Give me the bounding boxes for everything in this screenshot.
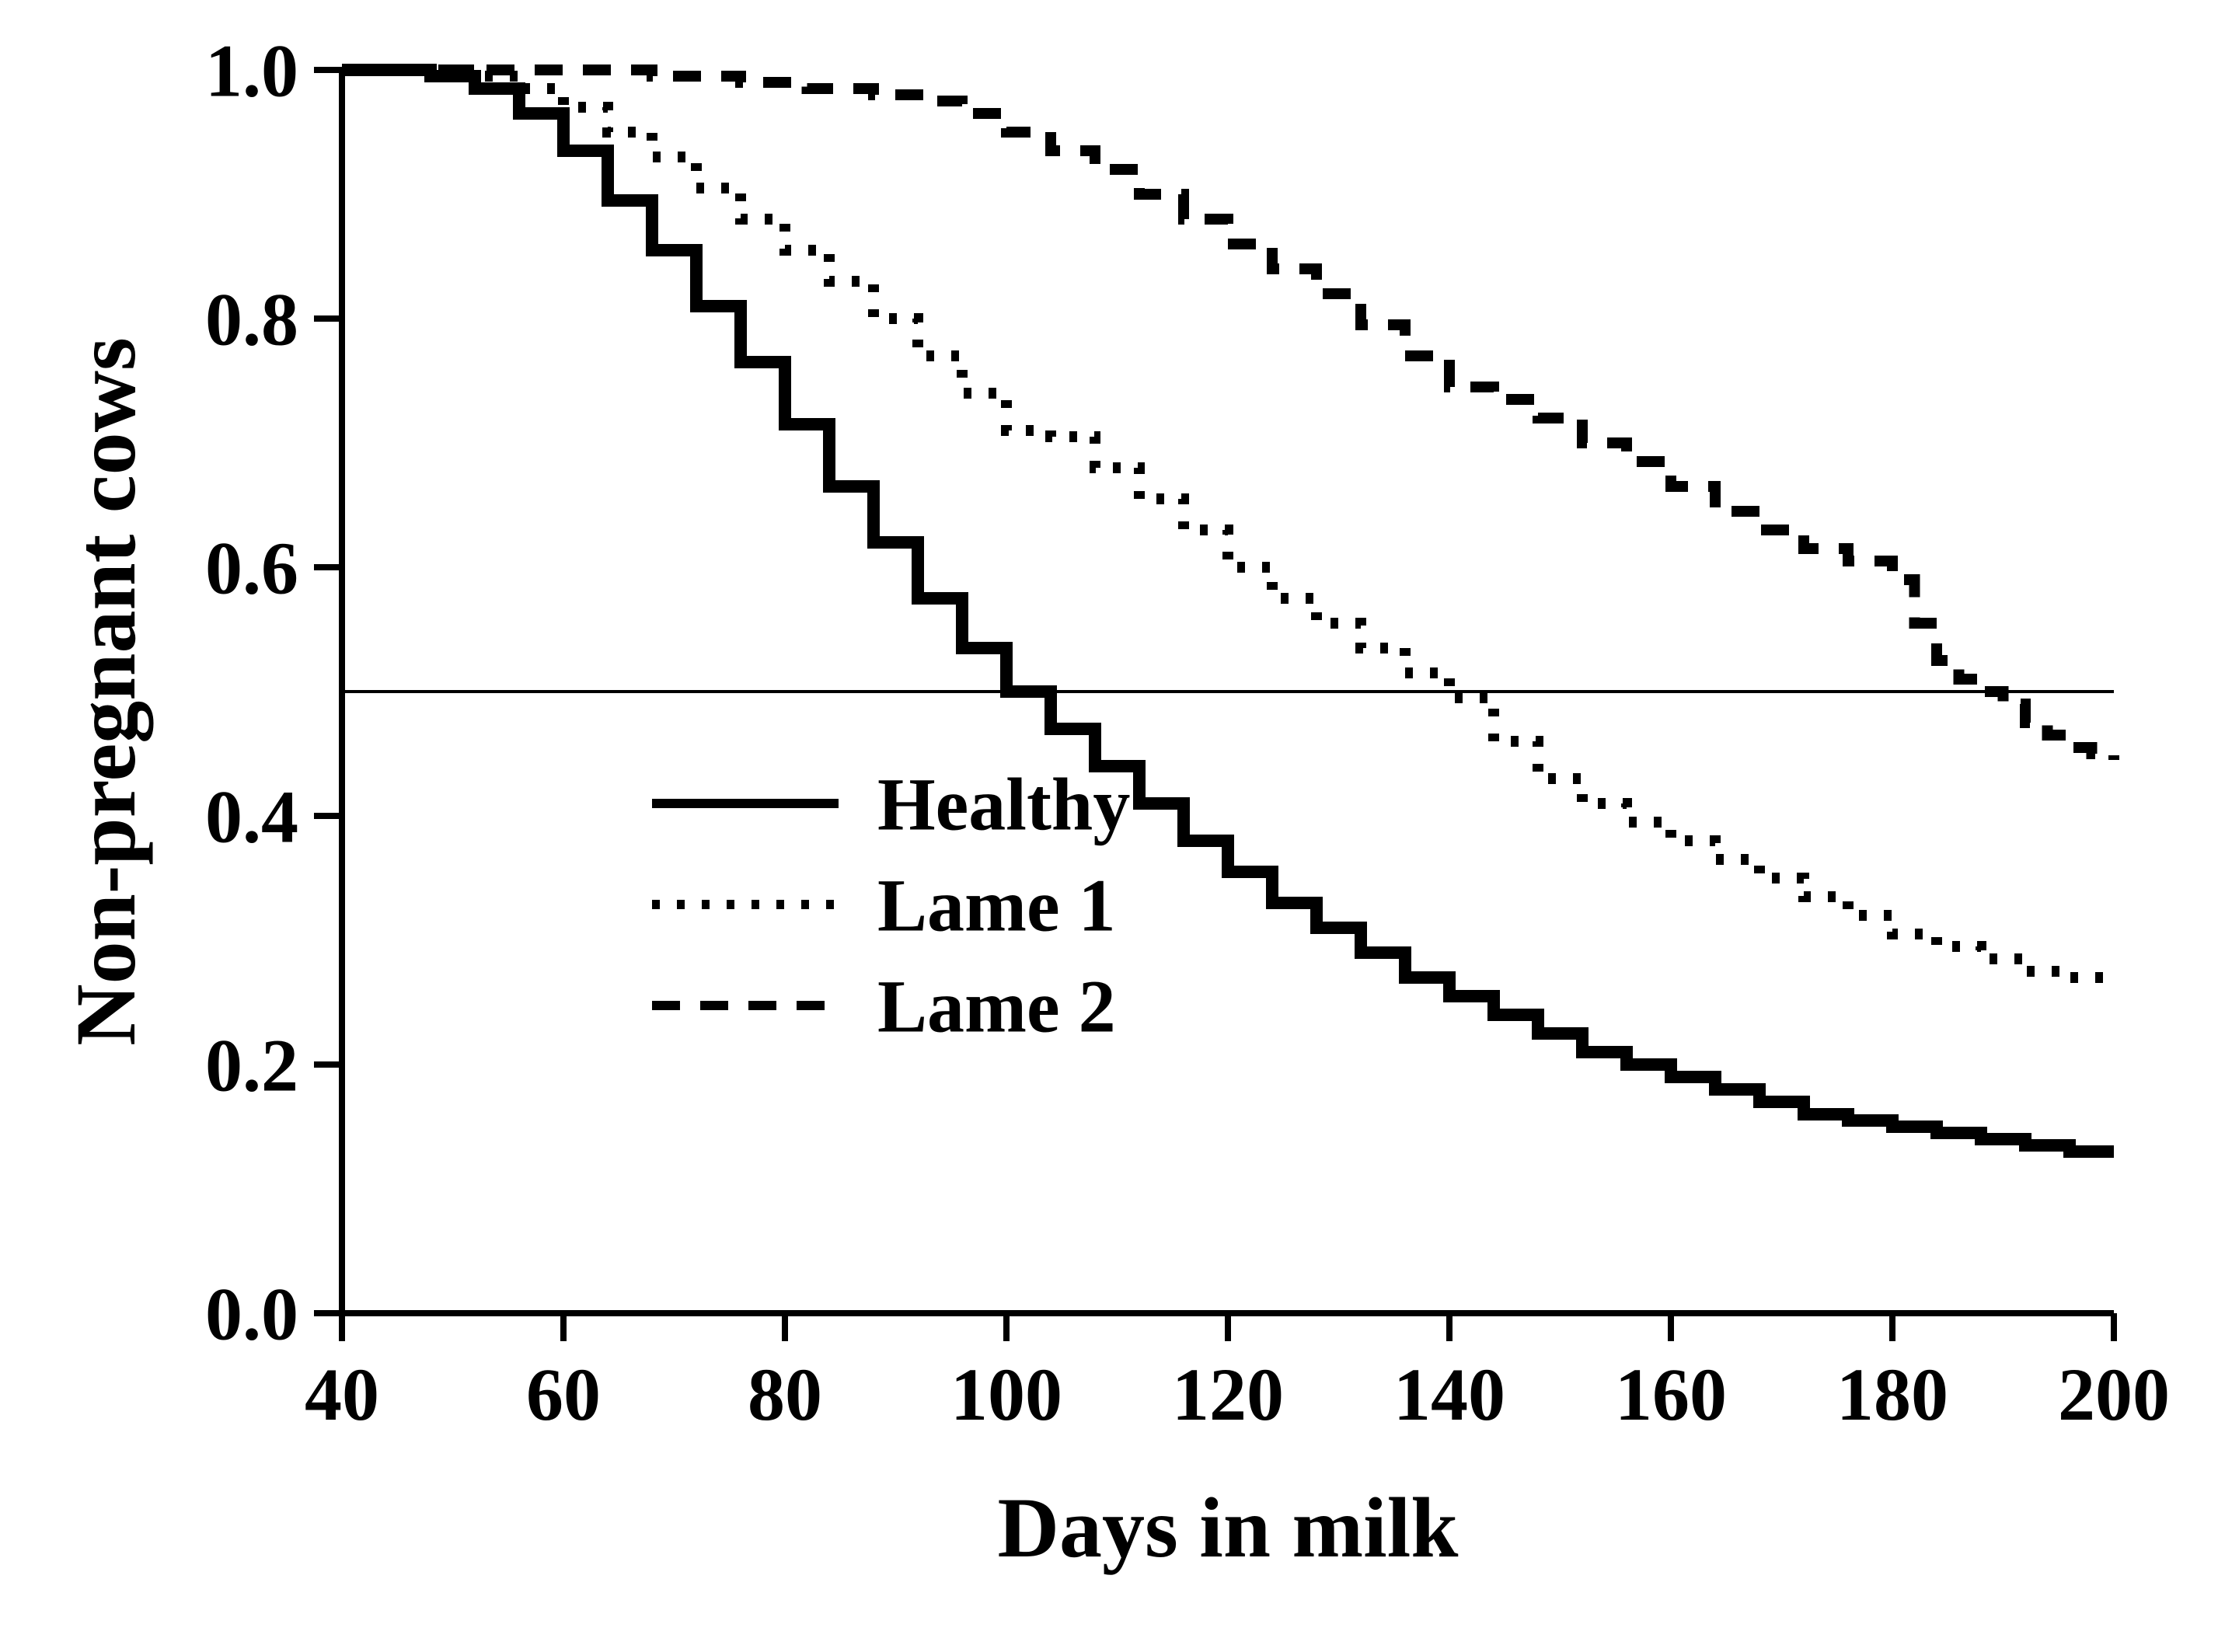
x-tick-label: 100 bbox=[950, 1353, 1062, 1436]
x-tick-label: 180 bbox=[1836, 1353, 1948, 1436]
x-tick-label: 120 bbox=[1172, 1353, 1284, 1436]
x-tick-label: 200 bbox=[2058, 1353, 2170, 1436]
y-tick-label: 1.0 bbox=[205, 30, 298, 113]
y-tick-label: 0.0 bbox=[205, 1273, 298, 1356]
legend-label-healthy: Healthy bbox=[877, 763, 1130, 846]
survival-chart: 40 60 80 100 120 140 160 180 200 0.0 0.2 0.4 0.6 0.8 1… bbox=[0, 0, 2218, 1652]
x-tick-label: 40 bbox=[305, 1353, 379, 1436]
legend-label-lame2: Lame 2 bbox=[877, 965, 1116, 1048]
x-tick-label: 160 bbox=[1615, 1353, 1727, 1436]
y-axis-label: Non-pregnant cows bbox=[58, 337, 153, 1046]
y-tick-label: 0.8 bbox=[205, 278, 298, 361]
x-tick-label: 80 bbox=[748, 1353, 822, 1436]
y-tick-label: 0.4 bbox=[205, 775, 298, 859]
x-tick-label: 140 bbox=[1393, 1353, 1505, 1436]
x-tick-label: 60 bbox=[526, 1353, 601, 1436]
chart-svg: 40 60 80 100 120 140 160 180 200 0.0 0.2 0.4 0.6 0.8 1… bbox=[0, 0, 2218, 1652]
x-axis-label: Days in milk bbox=[998, 1480, 1459, 1575]
legend-label-lame1: Lame 1 bbox=[877, 864, 1116, 947]
y-tick-label: 0.2 bbox=[205, 1024, 298, 1107]
y-tick-label: 0.6 bbox=[205, 527, 298, 610]
